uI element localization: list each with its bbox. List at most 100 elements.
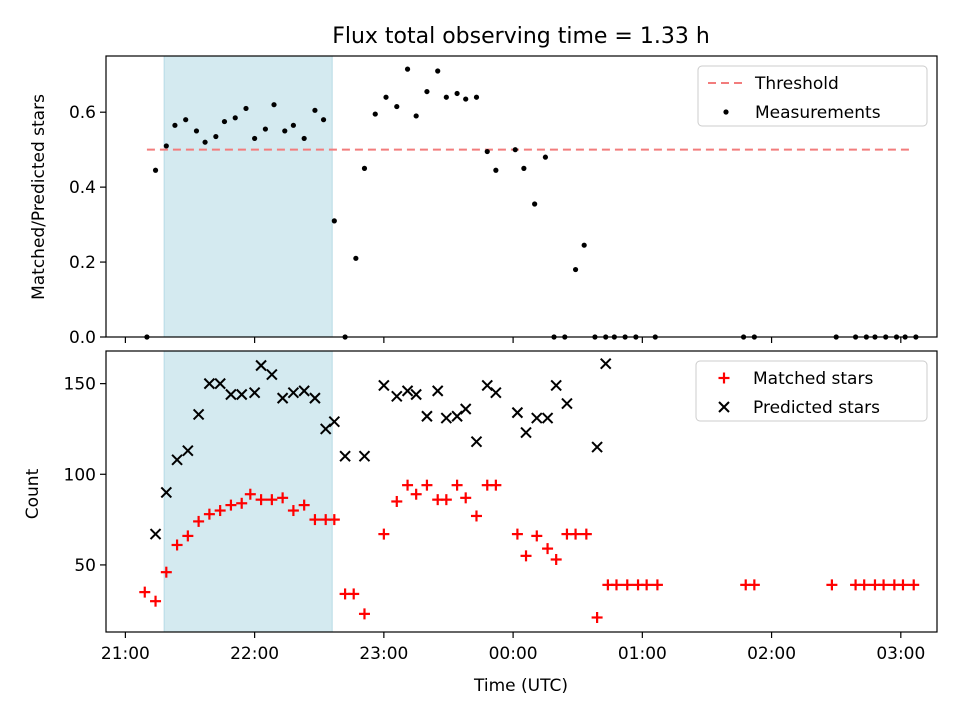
top-panel: 0.0 0.2 0.4 0.6 Threshold Measurements [69, 55, 938, 348]
x-tick-label: 22:00 [230, 644, 279, 664]
x-marker-b [561, 397, 573, 410]
predicted-stars-point [276, 392, 289, 404]
predicted-stars-point [160, 486, 173, 499]
legend-label: Predicted stars [753, 398, 880, 418]
predicted-stars-point [225, 388, 237, 401]
x-marker-b [149, 528, 162, 540]
x-marker-b [225, 388, 237, 401]
matched-stars-point [139, 586, 151, 598]
predicted-stars-point [328, 415, 341, 428]
predicted-stars-point [378, 379, 390, 392]
x-marker-b [309, 392, 321, 404]
series-matched-stars [139, 479, 920, 623]
x-marker-b [235, 388, 248, 401]
x-marker-b [460, 403, 472, 415]
top-y-axis-label: Matched/Predicted stars [29, 94, 49, 300]
x-marker-b [378, 379, 390, 392]
predicted-stars-point [440, 412, 453, 424]
measurement-point [521, 165, 527, 171]
observing-window-band [163, 55, 333, 338]
y-tick-label: 50 [74, 556, 96, 576]
matched-stars-point [440, 494, 452, 506]
measurement-point [193, 128, 200, 134]
x-marker-b [511, 406, 524, 419]
predicted-stars-point [214, 377, 226, 390]
x-marker-b [255, 359, 267, 372]
measurement-point [290, 122, 296, 128]
measurement-point [473, 94, 480, 100]
matched-stars-point [421, 479, 433, 491]
matched-stars-point [287, 505, 299, 517]
matched-stars-point [651, 579, 663, 591]
x-marker-b [421, 410, 433, 422]
y-tick-label: 150 [64, 375, 96, 395]
predicted-stars-point [391, 390, 403, 403]
predicted-stars-point [309, 392, 321, 404]
measurement-point [221, 118, 228, 125]
x-marker-b [490, 386, 502, 399]
predicted-stars-point [421, 410, 433, 422]
legend-label: Matched stars [753, 369, 873, 389]
predicted-stars-point [401, 385, 414, 397]
measurement-point [172, 122, 178, 128]
matched-stars-point [203, 508, 215, 520]
measurement-point [581, 242, 587, 248]
matched-stars-point [182, 530, 194, 542]
matched-stars-point [277, 492, 289, 504]
measurement-point [512, 147, 518, 153]
measurement-point [443, 94, 449, 100]
x-marker-b [432, 385, 444, 397]
matched-stars-point [570, 528, 582, 540]
x-tick-label: 01:00 [618, 644, 667, 664]
y-tick-label: 0.2 [69, 253, 96, 273]
matched-stars-point [244, 488, 256, 500]
measurement-point [262, 126, 268, 132]
x-marker-b [541, 412, 554, 424]
measurement-point [213, 133, 219, 140]
matched-stars-point [470, 510, 482, 522]
y-tick-label: 0.4 [69, 178, 96, 198]
measurement-point [484, 148, 490, 155]
predicted-stars-point [591, 441, 603, 453]
predicted-stars-point [460, 403, 472, 415]
predicted-stars-point [550, 379, 562, 392]
measurement-point [454, 90, 460, 97]
matched-stars-point [348, 588, 360, 600]
axes-frame [105, 55, 938, 338]
predicted-stars-point [600, 357, 612, 370]
figure-title: Flux total observing time = 1.33 h [332, 24, 710, 49]
legend-label: Threshold [754, 74, 839, 94]
predicted-stars-point [339, 450, 351, 462]
matched-stars-point [641, 579, 653, 591]
measurement-point [532, 201, 538, 207]
matched-stars-point [236, 497, 248, 509]
predicted-stars-point [171, 454, 183, 466]
matched-stars-point [748, 579, 760, 591]
measurement-point [320, 117, 327, 123]
x-marker-b [171, 454, 183, 466]
matched-stars-point [193, 515, 205, 527]
y-tick-label: 0.6 [69, 103, 96, 123]
matched-stars-point [531, 530, 543, 542]
measurement-point [312, 107, 318, 113]
x-tick-label: 02:00 [747, 644, 796, 664]
matched-stars-point [328, 514, 340, 526]
measurement-point [413, 113, 419, 119]
predicted-stars-point [358, 450, 371, 462]
measurement-point [394, 103, 400, 110]
measurement-point [372, 111, 378, 117]
predicted-stars-point [490, 386, 502, 399]
legend-predicted-swatch-b [718, 401, 730, 413]
matched-stars-point [621, 579, 633, 591]
y-tick-label: 100 [64, 465, 96, 485]
x-marker-b [214, 377, 226, 390]
y-tick-label: 0.0 [69, 328, 96, 348]
matched-stars-point [460, 492, 472, 504]
matched-stars-point [520, 550, 532, 562]
bottom-x-axis-label: Time (UTC) [473, 676, 568, 696]
predicted-stars-point [531, 412, 543, 424]
matched-stars-point [255, 494, 267, 506]
measurement-point [542, 154, 549, 160]
x-marker-b [481, 379, 493, 392]
